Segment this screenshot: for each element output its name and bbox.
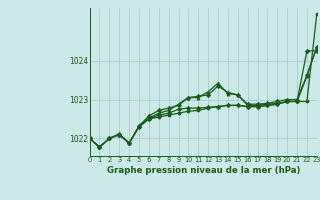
X-axis label: Graphe pression niveau de la mer (hPa): Graphe pression niveau de la mer (hPa) bbox=[107, 166, 300, 175]
